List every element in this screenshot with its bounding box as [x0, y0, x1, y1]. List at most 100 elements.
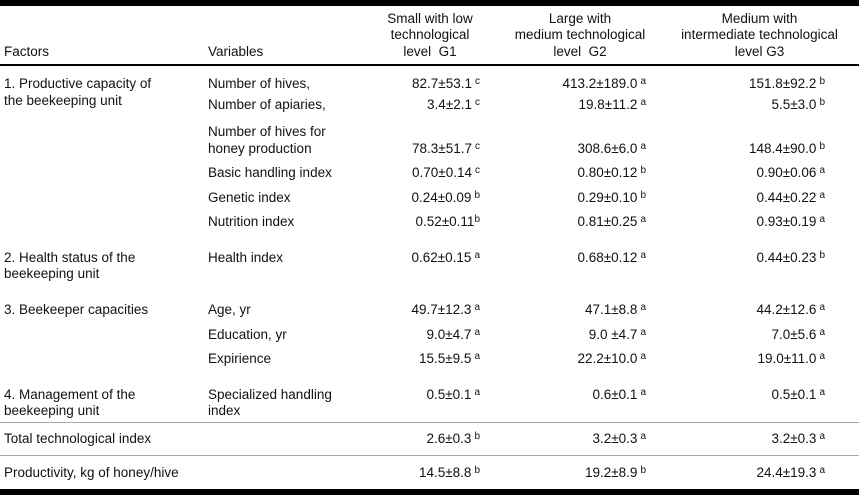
value-cell: 3.2±0.3 a: [660, 421, 859, 456]
significance-letter: a: [819, 326, 825, 338]
significance-letter: a: [474, 301, 480, 313]
value-cell: 49.7±12.3 a: [360, 285, 500, 321]
value-text: 19.0±11.0: [757, 351, 817, 367]
value-text: 413.2±189.0: [562, 76, 638, 92]
value-text: 0.93±0.19: [756, 214, 817, 230]
variable-cell: Genetic index: [208, 189, 291, 205]
significance-letter: c: [475, 96, 480, 108]
value-text: 0.44±0.22: [756, 189, 817, 205]
variable-cell: Basic handling index: [208, 165, 332, 181]
variable-cell: Specialized handling index: [208, 386, 332, 418]
value-cell: 22.2±10.0 a: [500, 345, 660, 370]
value-text: 49.7±12.3: [411, 301, 472, 317]
value-text: 0.90±0.06: [756, 165, 817, 181]
value-cell: 2.6±0.3 b: [360, 421, 500, 456]
table-row: Productivity, kg of honey/hive 14.5±8.8 b…: [0, 455, 859, 492]
value-text: 9.0 ±4.7: [588, 326, 638, 342]
value-cell: 0.90±0.06 a: [660, 159, 859, 184]
value-cell: 14.5±8.8 b: [360, 455, 500, 492]
table-row: Total technological index 2.6±0.3 b 3.2±0…: [0, 421, 859, 456]
value-text: 0.70±0.14: [412, 165, 472, 181]
significance-letter: a: [640, 141, 646, 153]
significance-letter: a: [819, 386, 825, 398]
significance-letter: b: [474, 464, 480, 476]
factor-cell: 1. Productive capacity of the beekeeping…: [4, 76, 152, 108]
variable-cell: Expirience: [208, 351, 272, 367]
value-cell: 0.80±0.12 b: [500, 159, 660, 184]
value-text: 24.4±19.3: [756, 464, 817, 480]
value-cell: 0.44±0.23 b: [660, 233, 859, 285]
factor-cell: 3. Beekeeper capacities: [4, 301, 149, 317]
table-row: 4. Management of the beekeeping unit Spe…: [0, 370, 859, 423]
value-cell: 19.2±8.9 b: [500, 455, 660, 492]
significance-letter: b: [640, 464, 646, 476]
significance-letter: a: [640, 351, 646, 363]
value-text: 19.2±8.9: [584, 464, 638, 480]
significance-letter: b: [819, 141, 825, 153]
value-cell: 0.81±0.25 a: [500, 208, 660, 233]
significance-letter: a: [640, 430, 646, 442]
table-row: 2. Health status of the beekeeping unit …: [0, 233, 859, 285]
value-text: 7.0±5.6: [771, 326, 817, 342]
summary-label: Total technological index: [0, 421, 360, 456]
value-text: 2.6±0.3: [426, 430, 472, 446]
value-text: 0.29±0.10: [577, 189, 638, 205]
value-text: 5.5±3.0: [771, 96, 817, 112]
table-row: Basic handling index 0.70±0.14 c 0.80±0.1…: [0, 159, 859, 184]
header-row: Factors Variables Small with low technol…: [0, 3, 859, 67]
value-text: 19.8±11.2: [578, 96, 638, 112]
value-cell: 78.3±51.7 c: [360, 115, 500, 159]
variable-cell: Number of hives,: [208, 76, 311, 92]
value-cell: 0.44±0.22 a: [660, 184, 859, 209]
significance-letter: a: [474, 386, 480, 398]
significance-letter: b: [474, 189, 480, 201]
significance-letter: b: [640, 189, 646, 201]
significance-letter: b: [640, 165, 646, 177]
table-row: 1. Productive capacity of the beekeeping…: [0, 65, 859, 107]
value-cell: 15.5±9.5 a: [360, 345, 500, 370]
value-text: 0.81±0.25: [577, 214, 638, 230]
value-text: 0.5±0.1: [771, 386, 817, 402]
value-text: 151.8±92.2: [748, 76, 817, 92]
value-cell: 44.2±12.6 a: [660, 285, 859, 321]
value-text: 0.52±0.11: [415, 214, 475, 230]
significance-letter: c: [475, 165, 480, 177]
value-text: 3.4±2.1: [427, 96, 472, 112]
significance-letter: a: [640, 214, 646, 226]
value-cell: 0.68±0.12 a: [500, 233, 660, 285]
significance-letter: a: [819, 301, 825, 313]
value-cell: 9.0±4.7 a: [360, 321, 500, 346]
table-row: Number of hives for honey production 78.…: [0, 115, 859, 159]
value-text: 0.80±0.12: [577, 165, 638, 181]
column-header-group-g2: Large with medium technological level G2: [500, 3, 660, 67]
variable-cell: Number of apiaries,: [208, 96, 326, 112]
value-cell: 3.2±0.3 a: [500, 421, 660, 456]
significance-letter: b: [819, 249, 825, 261]
value-text: 44.2±12.6: [756, 301, 817, 317]
significance-letter: a: [474, 351, 480, 363]
variable-cell: Health index: [208, 249, 284, 265]
value-cell: 0.29±0.10 b: [500, 184, 660, 209]
value-text: 14.5±8.8: [418, 464, 472, 480]
value-cell: 9.0 ±4.7 a: [500, 321, 660, 346]
value-text: 0.44±0.23: [756, 249, 817, 265]
variable-cell: Education, yr: [208, 326, 287, 342]
significance-letter: a: [819, 189, 825, 201]
value-cell: 19.0±11.0 a: [660, 345, 859, 370]
value-cell: 0.93±0.19 a: [660, 208, 859, 233]
value-text: 148.4±90.0: [748, 141, 817, 157]
significance-letter: b: [474, 214, 480, 226]
value-text: 3.2±0.3: [771, 430, 817, 446]
variable-cell: Age, yr: [208, 301, 251, 317]
significance-letter: b: [474, 430, 480, 442]
value-cell: 148.4±90.0 b: [660, 115, 859, 159]
value-text: 3.2±0.3: [592, 430, 638, 446]
value-text: 78.3±51.7: [412, 141, 472, 157]
variable-cell: Number of hives for honey production: [208, 124, 326, 156]
value-cell: 0.5±0.1 a: [360, 370, 500, 423]
significance-letter: a: [640, 249, 646, 261]
significance-letter: a: [640, 326, 646, 338]
table-row: 3. Beekeeper capacities Age, yr 49.7±12.…: [0, 285, 859, 321]
value-cell: 24.4±19.3 a: [660, 455, 859, 492]
